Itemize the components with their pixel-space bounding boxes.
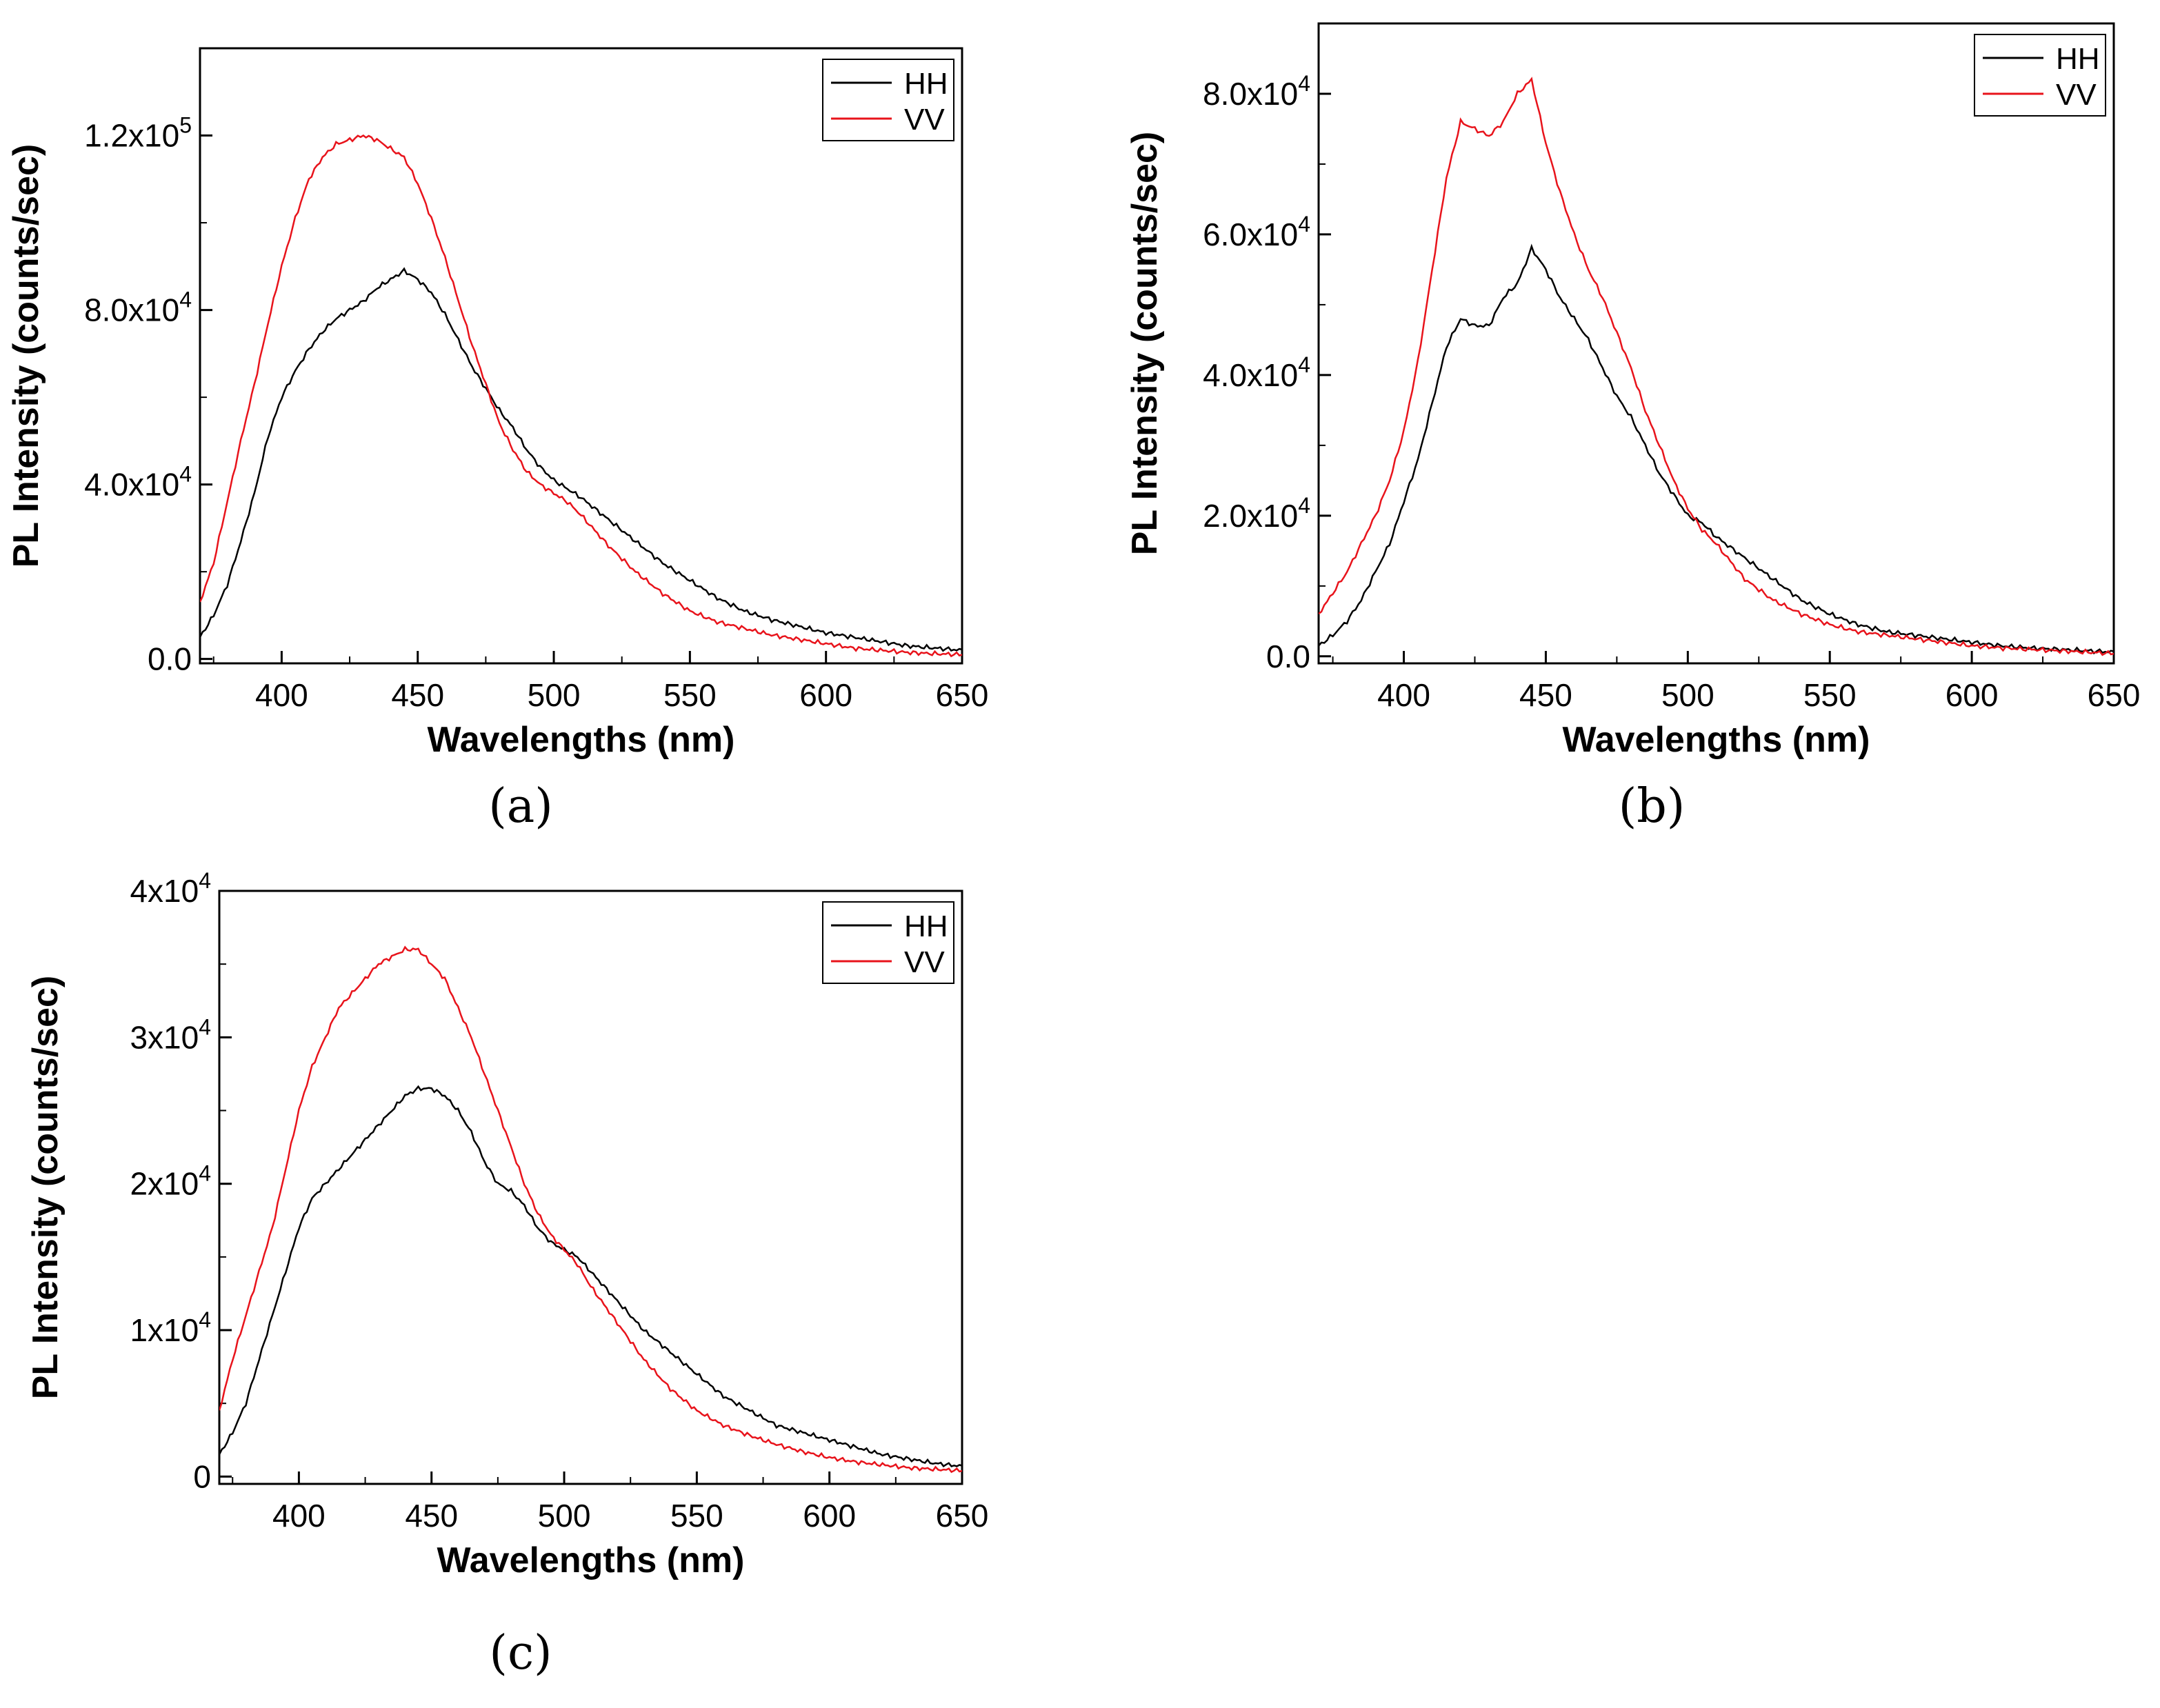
panel-label: (c) bbox=[489, 1626, 552, 1680]
panel-label: (a) bbox=[488, 779, 553, 834]
x-tick-label: 500 bbox=[1661, 677, 1714, 713]
x-tick-label: 600 bbox=[803, 1498, 856, 1534]
series-line-hh bbox=[219, 1085, 962, 1468]
y-tick-label: 6.0x104 bbox=[1203, 212, 1310, 252]
legend-box bbox=[1974, 34, 2106, 117]
x-tick-label: 500 bbox=[528, 677, 581, 713]
y-axis-label: PL Intensity (counts/sec) bbox=[26, 976, 66, 1400]
x-tick-label: 550 bbox=[1803, 677, 1857, 713]
panels-layer: 400 450 500 550 600 650 0.0 4.0x104 8.0x104 1.2x1… bbox=[6, 22, 2141, 1680]
legend-label-vv: VV bbox=[904, 945, 945, 979]
x-tick-label: 550 bbox=[663, 677, 717, 713]
x-tick-label: 450 bbox=[391, 677, 444, 713]
x-tick-label: 400 bbox=[1377, 677, 1430, 713]
x-tick-label: 500 bbox=[538, 1498, 591, 1534]
chart-panel-2: 400 450 500 550 600 650 0.0 2.0x104 4.0x104 6.0x1… bbox=[1125, 22, 2141, 834]
y-tick-label: 0.0 bbox=[1266, 639, 1310, 674]
x-tick-label: 400 bbox=[255, 677, 308, 713]
plot-frame bbox=[1317, 22, 2115, 665]
y-tick-label: 8.0x104 bbox=[84, 288, 192, 328]
legend-box bbox=[822, 901, 954, 984]
x-axis-label: Wavelengths (nm) bbox=[428, 720, 735, 760]
y-tick-label: 3x104 bbox=[130, 1014, 211, 1055]
x-tick-label: 600 bbox=[1946, 677, 1999, 713]
legend-label-hh: HH bbox=[2056, 42, 2100, 76]
y-tick-label: 2x104 bbox=[130, 1161, 211, 1202]
series-line-hh bbox=[200, 267, 962, 652]
x-axis-label: Wavelengths (nm) bbox=[1563, 720, 1870, 760]
chart-panel-1: 400 450 500 550 600 650 0.0 4.0x104 8.0x104 1.2x1… bbox=[6, 47, 989, 834]
x-tick-label: 650 bbox=[936, 677, 989, 713]
series-line-vv bbox=[200, 134, 962, 658]
x-tick-label: 550 bbox=[670, 1498, 723, 1534]
plot-frame bbox=[218, 890, 963, 1485]
y-tick-label: 1x104 bbox=[130, 1307, 211, 1348]
x-tick-label: 600 bbox=[799, 677, 852, 713]
x-axis-label: Wavelengths (nm) bbox=[437, 1540, 745, 1580]
legend-label-hh: HH bbox=[904, 67, 948, 101]
legend-label-hh: HH bbox=[904, 910, 948, 943]
x-tick-label: 450 bbox=[405, 1498, 458, 1534]
x-tick-label: 650 bbox=[936, 1498, 989, 1534]
y-tick-label: 1.2x105 bbox=[84, 113, 192, 154]
x-tick-label: 650 bbox=[2088, 677, 2141, 713]
series-line-vv bbox=[219, 945, 962, 1474]
series-line-vv bbox=[1319, 77, 2114, 656]
x-tick-label: 400 bbox=[272, 1498, 326, 1534]
series-line-hh bbox=[1319, 243, 2114, 655]
chart-panel-3: 400 450 500 550 600 650 0 1x104 2x104 3x104 4x104 W… bbox=[26, 868, 988, 1680]
y-tick-label: 0 bbox=[193, 1458, 211, 1494]
legend-box bbox=[822, 59, 954, 141]
y-axis-label: PL Intensity (counts/sec) bbox=[6, 144, 46, 568]
plot-frame bbox=[199, 47, 963, 665]
legend-label-vv: VV bbox=[2056, 78, 2097, 112]
y-tick-label: 4.0x104 bbox=[1203, 352, 1310, 393]
legend-label-vv: VV bbox=[904, 103, 945, 137]
y-tick-label: 4.0x104 bbox=[84, 462, 192, 503]
y-axis-label: PL Intensity (counts/sec) bbox=[1125, 132, 1165, 556]
y-tick-label: 2.0x104 bbox=[1203, 493, 1310, 534]
x-tick-label: 450 bbox=[1519, 677, 1572, 713]
y-tick-label: 0.0 bbox=[148, 641, 192, 677]
panel-label: (b) bbox=[1619, 779, 1686, 834]
y-tick-label: 8.0x104 bbox=[1203, 71, 1310, 112]
y-tick-label: 4x104 bbox=[130, 868, 211, 909]
